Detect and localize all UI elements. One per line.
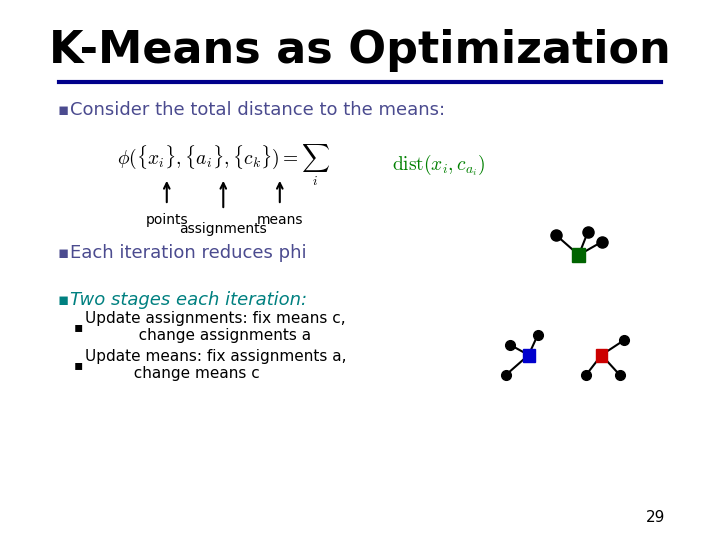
Bar (523, 348, 534, 361)
Text: ▪: ▪ (58, 244, 68, 262)
Text: Consider the total distance to the means:: Consider the total distance to the means… (70, 101, 445, 119)
Text: Each iteration reduces phi: Each iteration reduces phi (70, 244, 307, 262)
Text: ▪: ▪ (58, 291, 68, 309)
Text: Update assignments: fix means c,
           change assignments a: Update assignments: fix means c, change … (85, 311, 346, 343)
Text: assignments: assignments (179, 222, 267, 236)
Text: 29: 29 (646, 510, 665, 525)
Text: means: means (256, 213, 303, 227)
Text: ▪: ▪ (74, 320, 84, 334)
Bar (595, 348, 608, 361)
Text: ▪: ▪ (58, 101, 68, 119)
Bar (572, 248, 585, 262)
Text: $\mathrm{dist}(x_i, c_{a_i})$: $\mathrm{dist}(x_i, c_{a_i})$ (392, 152, 485, 178)
Text: K-Means as Optimization: K-Means as Optimization (49, 29, 671, 71)
Text: $\phi(\{x_i\}, \{a_i\}, \{c_k\}) = \sum_i$: $\phi(\{x_i\}, \{a_i\}, \{c_k\}) = \sum_… (117, 142, 330, 188)
Text: points: points (145, 213, 188, 227)
Text: Update means: fix assignments a,
          change means c: Update means: fix assignments a, change … (85, 349, 346, 381)
Text: Two stages each iteration:: Two stages each iteration: (70, 291, 307, 309)
Text: ▪: ▪ (74, 358, 84, 372)
